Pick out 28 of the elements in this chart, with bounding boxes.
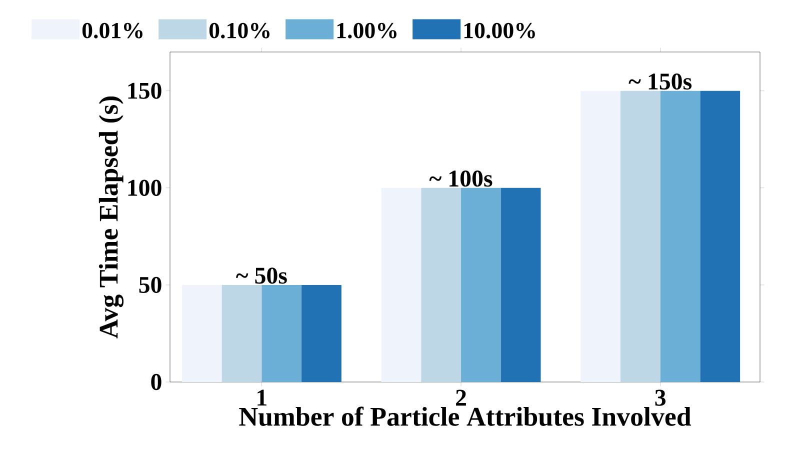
x-tick-label: 3	[655, 390, 666, 406]
annotation: ~ 150s	[628, 73, 692, 90]
bar	[182, 284, 222, 382]
y-tick-label: 150	[128, 82, 162, 99]
bar	[381, 188, 422, 382]
bar	[660, 90, 700, 382]
bar	[700, 90, 740, 382]
x-tick-label: 1	[258, 390, 266, 406]
bar	[580, 90, 620, 382]
bar	[461, 188, 501, 382]
bar	[222, 284, 262, 382]
bar	[620, 90, 660, 382]
legend-label: 0.01%	[82, 22, 142, 38]
legend-label: 10.00%	[464, 22, 535, 38]
legend-label: 0.10%	[209, 22, 270, 38]
x-axis-title: Number of Particle Attributes Involved	[239, 406, 692, 426]
y-tick-label: 0	[151, 374, 162, 390]
bar	[500, 188, 541, 382]
legend-label: 1.00%	[337, 22, 396, 38]
x-tick-label: 2	[456, 390, 466, 406]
y-tick-label: 50	[139, 276, 162, 294]
bar	[421, 188, 462, 382]
annotation: ~ 50s	[236, 268, 287, 284]
bar	[262, 284, 302, 382]
annotation: ~ 100s	[429, 170, 492, 187]
y-tick-label: 100	[128, 180, 162, 196]
y-axis-title: Avg Time Elapsed (s)	[98, 96, 124, 338]
bar	[302, 284, 342, 382]
